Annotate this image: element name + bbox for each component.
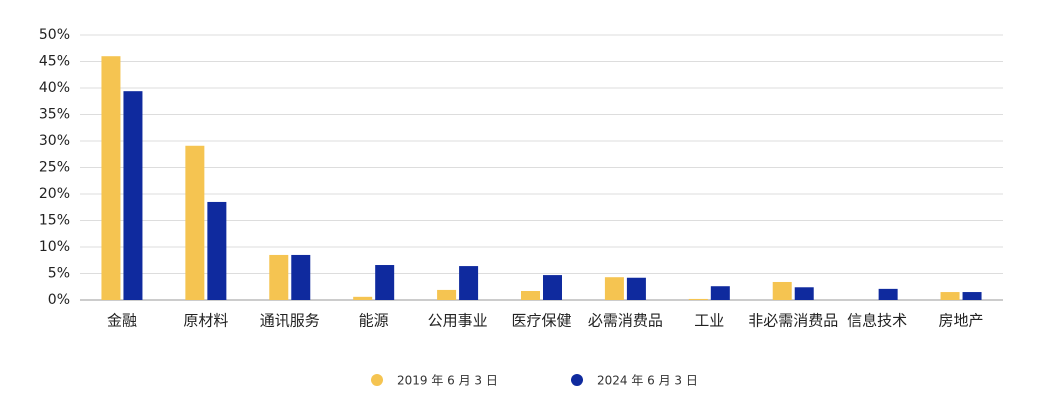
legend-label: 2024 年 6 月 3 日 xyxy=(597,374,698,388)
bar xyxy=(269,254,289,300)
x-tick-label: 信息技术 xyxy=(847,312,907,330)
bar xyxy=(543,275,562,300)
bar xyxy=(962,292,982,300)
legend-marker xyxy=(371,374,383,386)
x-tick-label: 公用事业 xyxy=(428,312,488,330)
y-tick-label: 30% xyxy=(39,133,70,149)
x-tick-label: 医疗保健 xyxy=(511,312,571,330)
legend-label: 2019 年 6 月 3 日 xyxy=(397,374,498,388)
y-tick-label: 5% xyxy=(48,266,70,282)
x-tick-label: 原材料 xyxy=(183,312,228,330)
bar xyxy=(521,290,540,300)
legend-marker xyxy=(571,374,583,386)
y-tick-label: 20% xyxy=(39,186,70,202)
bar xyxy=(878,288,898,300)
bar xyxy=(688,298,708,300)
y-tick-label: 25% xyxy=(39,160,70,176)
bar xyxy=(940,292,960,300)
y-tick-label: 35% xyxy=(39,107,70,123)
x-tick-label: 通讯服务 xyxy=(260,312,320,330)
bar xyxy=(772,281,792,300)
bar xyxy=(459,266,479,300)
x-tick-label: 房地产 xyxy=(939,312,984,330)
bar xyxy=(710,286,730,300)
bar xyxy=(626,277,646,300)
bar xyxy=(794,287,814,300)
bar xyxy=(604,277,624,300)
y-tick-label: 15% xyxy=(39,213,70,229)
bar xyxy=(123,91,143,301)
x-tick-label: 工业 xyxy=(694,312,724,330)
y-tick-label: 40% xyxy=(39,80,70,96)
bar xyxy=(437,289,457,300)
bar xyxy=(375,265,395,300)
bar xyxy=(101,56,121,301)
x-tick-label: 必需消费品 xyxy=(588,312,663,330)
x-tick-label: 非必需消费品 xyxy=(748,312,838,330)
x-tick-label: 能源 xyxy=(359,312,389,330)
bar xyxy=(353,296,373,300)
y-tick-label: 45% xyxy=(39,54,70,70)
y-tick-label: 10% xyxy=(39,239,70,255)
bar xyxy=(291,254,311,300)
y-tick-label: 0% xyxy=(48,292,70,308)
bar xyxy=(207,201,227,300)
y-tick-label: 50% xyxy=(39,27,70,43)
x-tick-label: 金融 xyxy=(107,312,137,330)
bar xyxy=(185,145,205,300)
